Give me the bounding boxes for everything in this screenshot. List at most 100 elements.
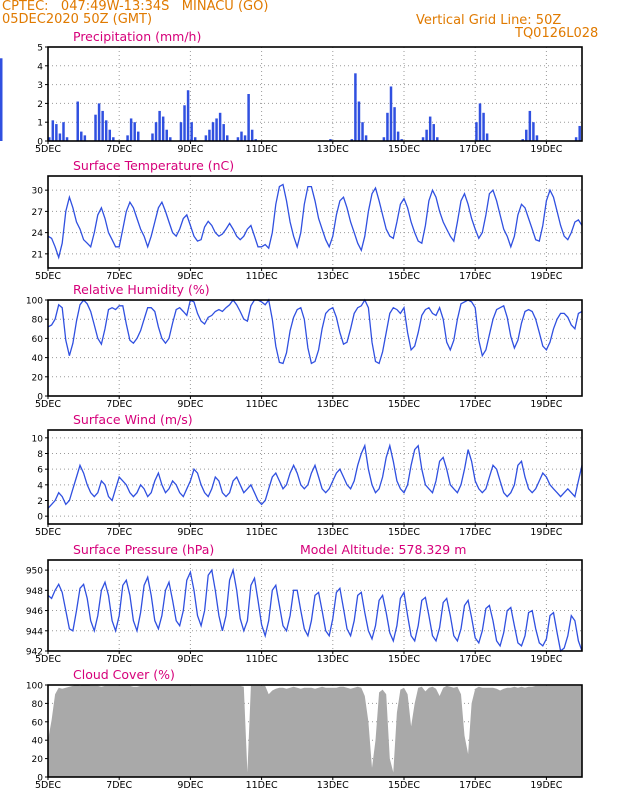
- precip-bar: [243, 135, 247, 141]
- precip-bar: [357, 101, 361, 141]
- y-tick-label: 20: [32, 755, 44, 765]
- precip-bar: [361, 122, 364, 141]
- y-tick-label: 2: [37, 497, 43, 507]
- panel-frame: [47, 429, 583, 525]
- x-tick-label: 19DEC: [530, 271, 562, 282]
- x-tick-label: 9DEC: [177, 780, 203, 791]
- x-tick-label: 13DEC: [317, 780, 349, 791]
- precip-bar: [129, 118, 133, 141]
- precip-bar: [169, 137, 172, 141]
- y-tick-label: 20: [32, 373, 44, 383]
- precip-bar: [528, 110, 532, 141]
- x-tick-label: 5DEC: [35, 399, 61, 410]
- precip-bar: [179, 122, 183, 141]
- panel-title: Surface Temperature (nC): [73, 158, 234, 173]
- x-tick-label: 11DEC: [246, 271, 278, 282]
- precip-bar: [386, 112, 389, 141]
- y-tick-label: 4: [37, 481, 43, 491]
- x-tick-label: 15DEC: [388, 271, 420, 282]
- y-tick-label: 60: [32, 718, 44, 728]
- x-tick-label: 15DEC: [388, 144, 420, 155]
- precip-bar: [482, 112, 485, 141]
- precip-bar: [425, 129, 428, 141]
- precip-bar: [574, 137, 578, 141]
- y-tick-label: 60: [32, 335, 44, 345]
- y-tick-label: 100: [26, 682, 43, 692]
- x-tick-label: 9DEC: [177, 399, 203, 410]
- series-line: [47, 443, 583, 509]
- panel-frame: [47, 684, 583, 778]
- x-tick-label: 11DEC: [246, 780, 278, 791]
- y-tick-label: 80: [32, 700, 44, 710]
- precip-bar: [350, 139, 354, 141]
- grid-note: Vertical Grid Line: 50Z: [416, 13, 562, 28]
- precip-bar: [80, 131, 83, 141]
- precip-bar: [112, 137, 115, 141]
- x-tick-label: 13DEC: [317, 271, 349, 282]
- precip-bar: [97, 103, 101, 141]
- y-tick-label: 40: [32, 354, 44, 364]
- y-tick-label: 4: [37, 62, 43, 72]
- precip-bar: [101, 110, 104, 141]
- y-tick-label: 948: [26, 587, 43, 597]
- x-tick-label: 17DEC: [459, 271, 491, 282]
- x-tick-label: 11DEC: [246, 144, 278, 155]
- precip-bar: [154, 122, 158, 141]
- precip-bar: [521, 139, 524, 141]
- x-tick-label: 5DEC: [35, 527, 61, 538]
- precip-bar: [389, 86, 393, 141]
- precip-bar: [421, 137, 425, 141]
- x-tick-label: 7DEC: [106, 654, 132, 665]
- x-tick-label: 9DEC: [177, 654, 203, 665]
- x-tick-label: 11DEC: [246, 654, 278, 665]
- x-tick-label: 15DEC: [388, 780, 420, 791]
- panel-title: Surface Wind (m/s): [73, 412, 193, 427]
- panel-frame: [47, 175, 583, 269]
- x-tick-label: 11DEC: [246, 399, 278, 410]
- x-tick-label: 5DEC: [35, 144, 61, 155]
- y-tick-label: 0: [37, 138, 43, 148]
- y-tick-label: 40: [32, 737, 44, 747]
- precip-bar: [55, 124, 58, 141]
- precip-bar: [108, 129, 112, 141]
- x-tick-label: 15DEC: [388, 654, 420, 665]
- precip-bar: [532, 122, 535, 141]
- run-id: TQ0126L028: [515, 26, 599, 41]
- precip-bar: [364, 135, 368, 141]
- x-tick-label: 7DEC: [106, 780, 132, 791]
- x-tick-label: 5DEC: [35, 654, 61, 665]
- y-tick-label: 6: [37, 466, 43, 476]
- y-tick-label: 0: [37, 513, 43, 523]
- precip-bar: [186, 90, 190, 141]
- x-tick-label: 19DEC: [530, 780, 562, 791]
- precip-bar: [240, 131, 243, 141]
- precip-bar: [193, 137, 197, 141]
- precip-bar: [432, 124, 435, 141]
- precip-bar: [247, 94, 250, 141]
- x-tick-label: 17DEC: [459, 527, 491, 538]
- panel-frame: [47, 46, 583, 142]
- y-tick-label: 946: [26, 607, 43, 617]
- y-tick-label: 0: [37, 393, 43, 403]
- panel-frame: [47, 299, 583, 397]
- station-header: CPTEC: 047:49W-13:34S MINACU (GO): [2, 0, 269, 14]
- x-tick-label: 5DEC: [35, 271, 61, 282]
- x-tick-label: 19DEC: [530, 527, 562, 538]
- precip-bar: [151, 133, 154, 141]
- panel-title: Cloud Cover (%): [73, 667, 175, 682]
- precip-bar: [165, 129, 168, 141]
- precip-bar: [126, 135, 129, 141]
- precip-bar: [525, 129, 528, 141]
- y-tick-label: 1: [37, 119, 43, 129]
- x-tick-label: 11DEC: [246, 527, 278, 538]
- x-tick-label: 19DEC: [530, 144, 562, 155]
- y-tick-label: 80: [32, 316, 44, 326]
- precip-bar: [236, 137, 240, 141]
- x-tick-label: 13DEC: [317, 527, 349, 538]
- precip-bar: [190, 122, 193, 141]
- series-line: [47, 183, 583, 260]
- precip-bar: [329, 139, 332, 141]
- precip-bar: [218, 112, 222, 141]
- precip-bar: [58, 133, 62, 141]
